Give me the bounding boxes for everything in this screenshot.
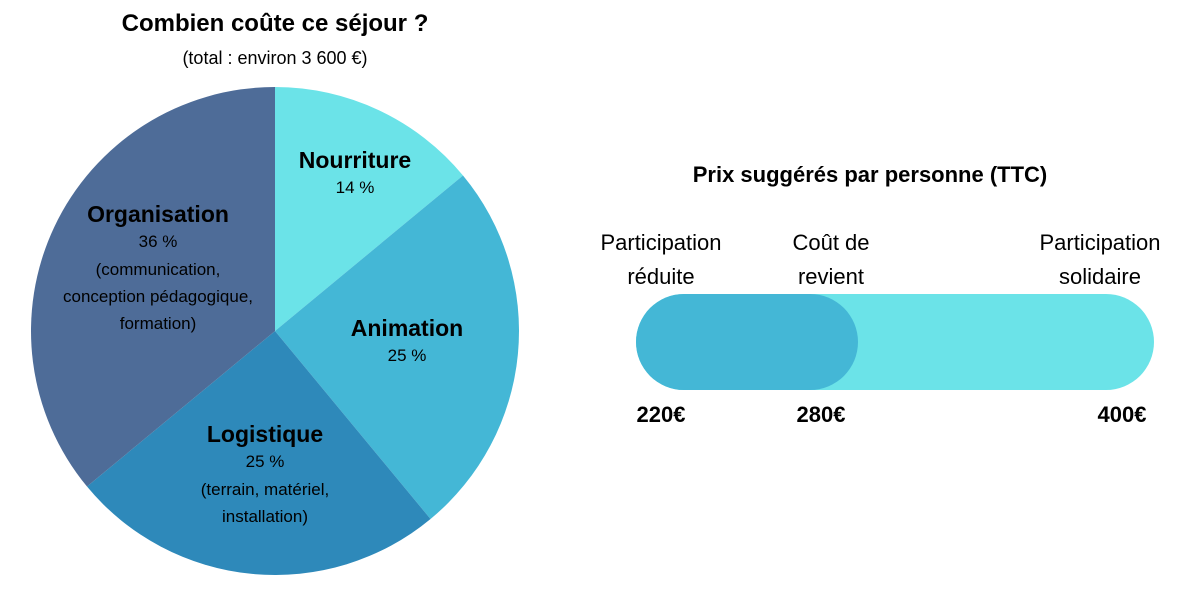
slice-percent: 36 %: [138, 232, 178, 251]
price-label-line: Coût de: [792, 230, 870, 255]
price-value-400: 400€: [1097, 402, 1147, 427]
pie-chart-subtitle: (total : environ 3 600 €): [182, 48, 368, 68]
slice-note-line: conception pédagogique,: [63, 287, 253, 306]
price-label-reduite: Participation réduite: [571, 226, 751, 294]
slice-note-line: installation): [222, 507, 308, 526]
price-value-220: 220€: [636, 402, 686, 427]
slice-label-nourriture: Nourriture 14 %: [275, 146, 435, 202]
slice-percent: 25 %: [245, 452, 285, 471]
slice-note-line: (terrain, matériel,: [200, 480, 330, 499]
slice-note-line: (communication,: [95, 260, 221, 279]
slice-name: Animation: [350, 315, 464, 341]
price-label-line: réduite: [627, 264, 695, 289]
price-chart-title: Prix suggérés par personne (TTC): [692, 162, 1048, 187]
price-label-line: Participation: [600, 230, 722, 255]
price-label-cout-revient: Coût de revient: [751, 226, 911, 294]
slice-percent: 25 %: [387, 346, 427, 365]
slice-name: Logistique: [206, 421, 324, 447]
price-bar-fill: [636, 294, 858, 390]
slice-name: Organisation: [87, 201, 229, 227]
pie-slice-nourriture: [275, 87, 464, 331]
price-value-280: 280€: [796, 402, 846, 427]
price-label-line: Participation: [1039, 230, 1161, 255]
price-label-solidaire: Participation solidaire: [1010, 226, 1190, 294]
pie-slice-animation: [275, 175, 519, 520]
pie-chart-title: Combien coûte ce séjour ?: [121, 10, 429, 37]
price-label-line: revient: [797, 264, 865, 289]
pie-chart: [31, 87, 519, 575]
price-label-line: solidaire: [1059, 264, 1141, 289]
slice-label-organisation: Organisation 36 % (communication, concep…: [38, 200, 278, 337]
slice-name: Nourriture: [298, 147, 412, 173]
slice-note-line: formation): [119, 314, 197, 333]
slice-label-animation: Animation 25 %: [327, 314, 487, 370]
slice-percent: 14 %: [335, 178, 375, 197]
slice-label-logistique: Logistique 25 % (terrain, matériel, inst…: [160, 420, 370, 530]
pie-slice-logistique: [86, 331, 431, 575]
pie-slice-organisation: [31, 87, 276, 487]
